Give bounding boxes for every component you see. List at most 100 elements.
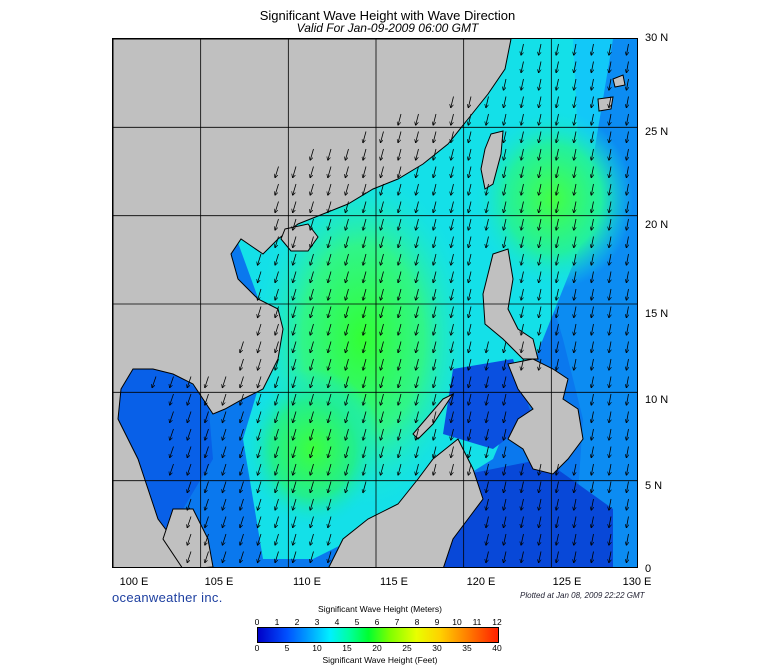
wave-arrow [433, 201, 437, 213]
wave-arrow [258, 306, 262, 318]
wave-arrow [574, 551, 577, 563]
colorbar-feet-tick: 5 [284, 643, 290, 653]
wave-arrow [626, 288, 628, 300]
wave-arrow [328, 428, 332, 440]
wave-arrow [381, 323, 384, 335]
wave-arrow [609, 341, 611, 353]
wave-arrow [398, 148, 402, 160]
wave-arrow [363, 481, 367, 493]
wave-arrow [416, 288, 419, 300]
wave-arrow [310, 201, 314, 213]
wave-arrow [310, 533, 314, 545]
wave-arrow [451, 393, 454, 405]
wave-arrow [310, 481, 314, 493]
wave-arrow [381, 358, 384, 370]
wave-arrow [328, 463, 332, 475]
wave-arrow [556, 78, 559, 90]
wave-arrow [258, 376, 262, 388]
wave-arrow [345, 376, 349, 388]
wave-arrow [240, 341, 244, 353]
wave-arrow [398, 113, 402, 125]
wave-arrow [609, 358, 611, 370]
wave-arrow [574, 201, 577, 213]
wave-arrow [222, 498, 227, 510]
wave-arrow [609, 323, 611, 335]
wave-arrow [187, 481, 192, 493]
wave-arrow [591, 113, 593, 125]
wave-arrow [416, 253, 419, 265]
wave-arrow [539, 61, 542, 73]
wave-height-map [112, 38, 638, 568]
wave-arrow [626, 131, 628, 143]
wave-arrow [521, 96, 524, 108]
wave-arrow [539, 201, 542, 213]
wave-arrow [416, 148, 419, 160]
wave-arrow [626, 96, 628, 108]
wave-arrow [275, 463, 279, 475]
wave-arrow [328, 358, 332, 370]
wave-arrow [539, 131, 542, 143]
wave-arrow [275, 428, 279, 440]
wave-arrow [258, 323, 262, 335]
wave-arrow [574, 516, 577, 528]
colorbar-meter-tick: 7 [394, 617, 400, 627]
borneo-island [328, 438, 484, 567]
wave-arrow [310, 183, 314, 195]
wave-arrow [381, 341, 384, 353]
wave-arrow [416, 201, 419, 213]
wave-arrow [556, 481, 559, 493]
wave-arrow [556, 113, 559, 125]
wave-arrow [433, 236, 437, 248]
wave-arrow [574, 533, 577, 545]
wave-arrow [345, 201, 349, 213]
wave-arrow [433, 358, 437, 370]
wave-arrow [521, 166, 524, 178]
wave-arrow [363, 218, 367, 230]
wave-arrow [609, 96, 611, 108]
wave-arrow [222, 446, 227, 458]
wave-arrow [451, 148, 454, 160]
wave-arrow [398, 288, 402, 300]
wave-arrow [609, 148, 611, 160]
wave-arrow [293, 376, 297, 388]
lon-label-105e: 105 E [204, 576, 234, 588]
wave-arrow [328, 148, 332, 160]
wave-arrow [626, 78, 628, 90]
colorbar-feet-tick: 10 [312, 643, 322, 653]
wave-arrow [275, 358, 279, 370]
wave-arrow [293, 446, 297, 458]
wave-arrow [521, 516, 524, 528]
wave-arrow [152, 376, 157, 388]
wave-arrow [293, 306, 297, 318]
wave-arrow [433, 271, 437, 283]
lon-label-125e: 125 E [552, 576, 582, 588]
wave-arrow [468, 218, 472, 230]
wave-arrow [626, 43, 628, 55]
wave-arrow [503, 533, 507, 545]
wave-arrow [328, 411, 332, 423]
wave-arrow [363, 341, 367, 353]
wave-arrow [626, 463, 628, 475]
wave-arrow [556, 341, 559, 353]
wave-arrow [310, 376, 314, 388]
wave-arrow [539, 218, 542, 230]
wave-arrow [574, 183, 577, 195]
wave-arrow [293, 533, 297, 545]
wave-arrow [468, 306, 472, 318]
wave-arrow [609, 43, 611, 55]
wave-arrow [258, 393, 262, 405]
wave-arrow [205, 393, 209, 405]
ryukyu-island [612, 74, 626, 88]
wave-arrow [451, 271, 454, 283]
wave-arrow [345, 166, 349, 178]
wave-arrow [539, 516, 542, 528]
wave-arrow [205, 551, 209, 563]
wave-arrow [363, 446, 367, 458]
wave-arrow [275, 201, 279, 213]
wave-arrow [170, 376, 174, 388]
wave-arrow [468, 96, 472, 108]
wave-arrow [539, 551, 542, 563]
lat-label-5n: 5 N [645, 480, 663, 492]
wave-arrow [275, 323, 279, 335]
wave-arrow [363, 463, 367, 475]
